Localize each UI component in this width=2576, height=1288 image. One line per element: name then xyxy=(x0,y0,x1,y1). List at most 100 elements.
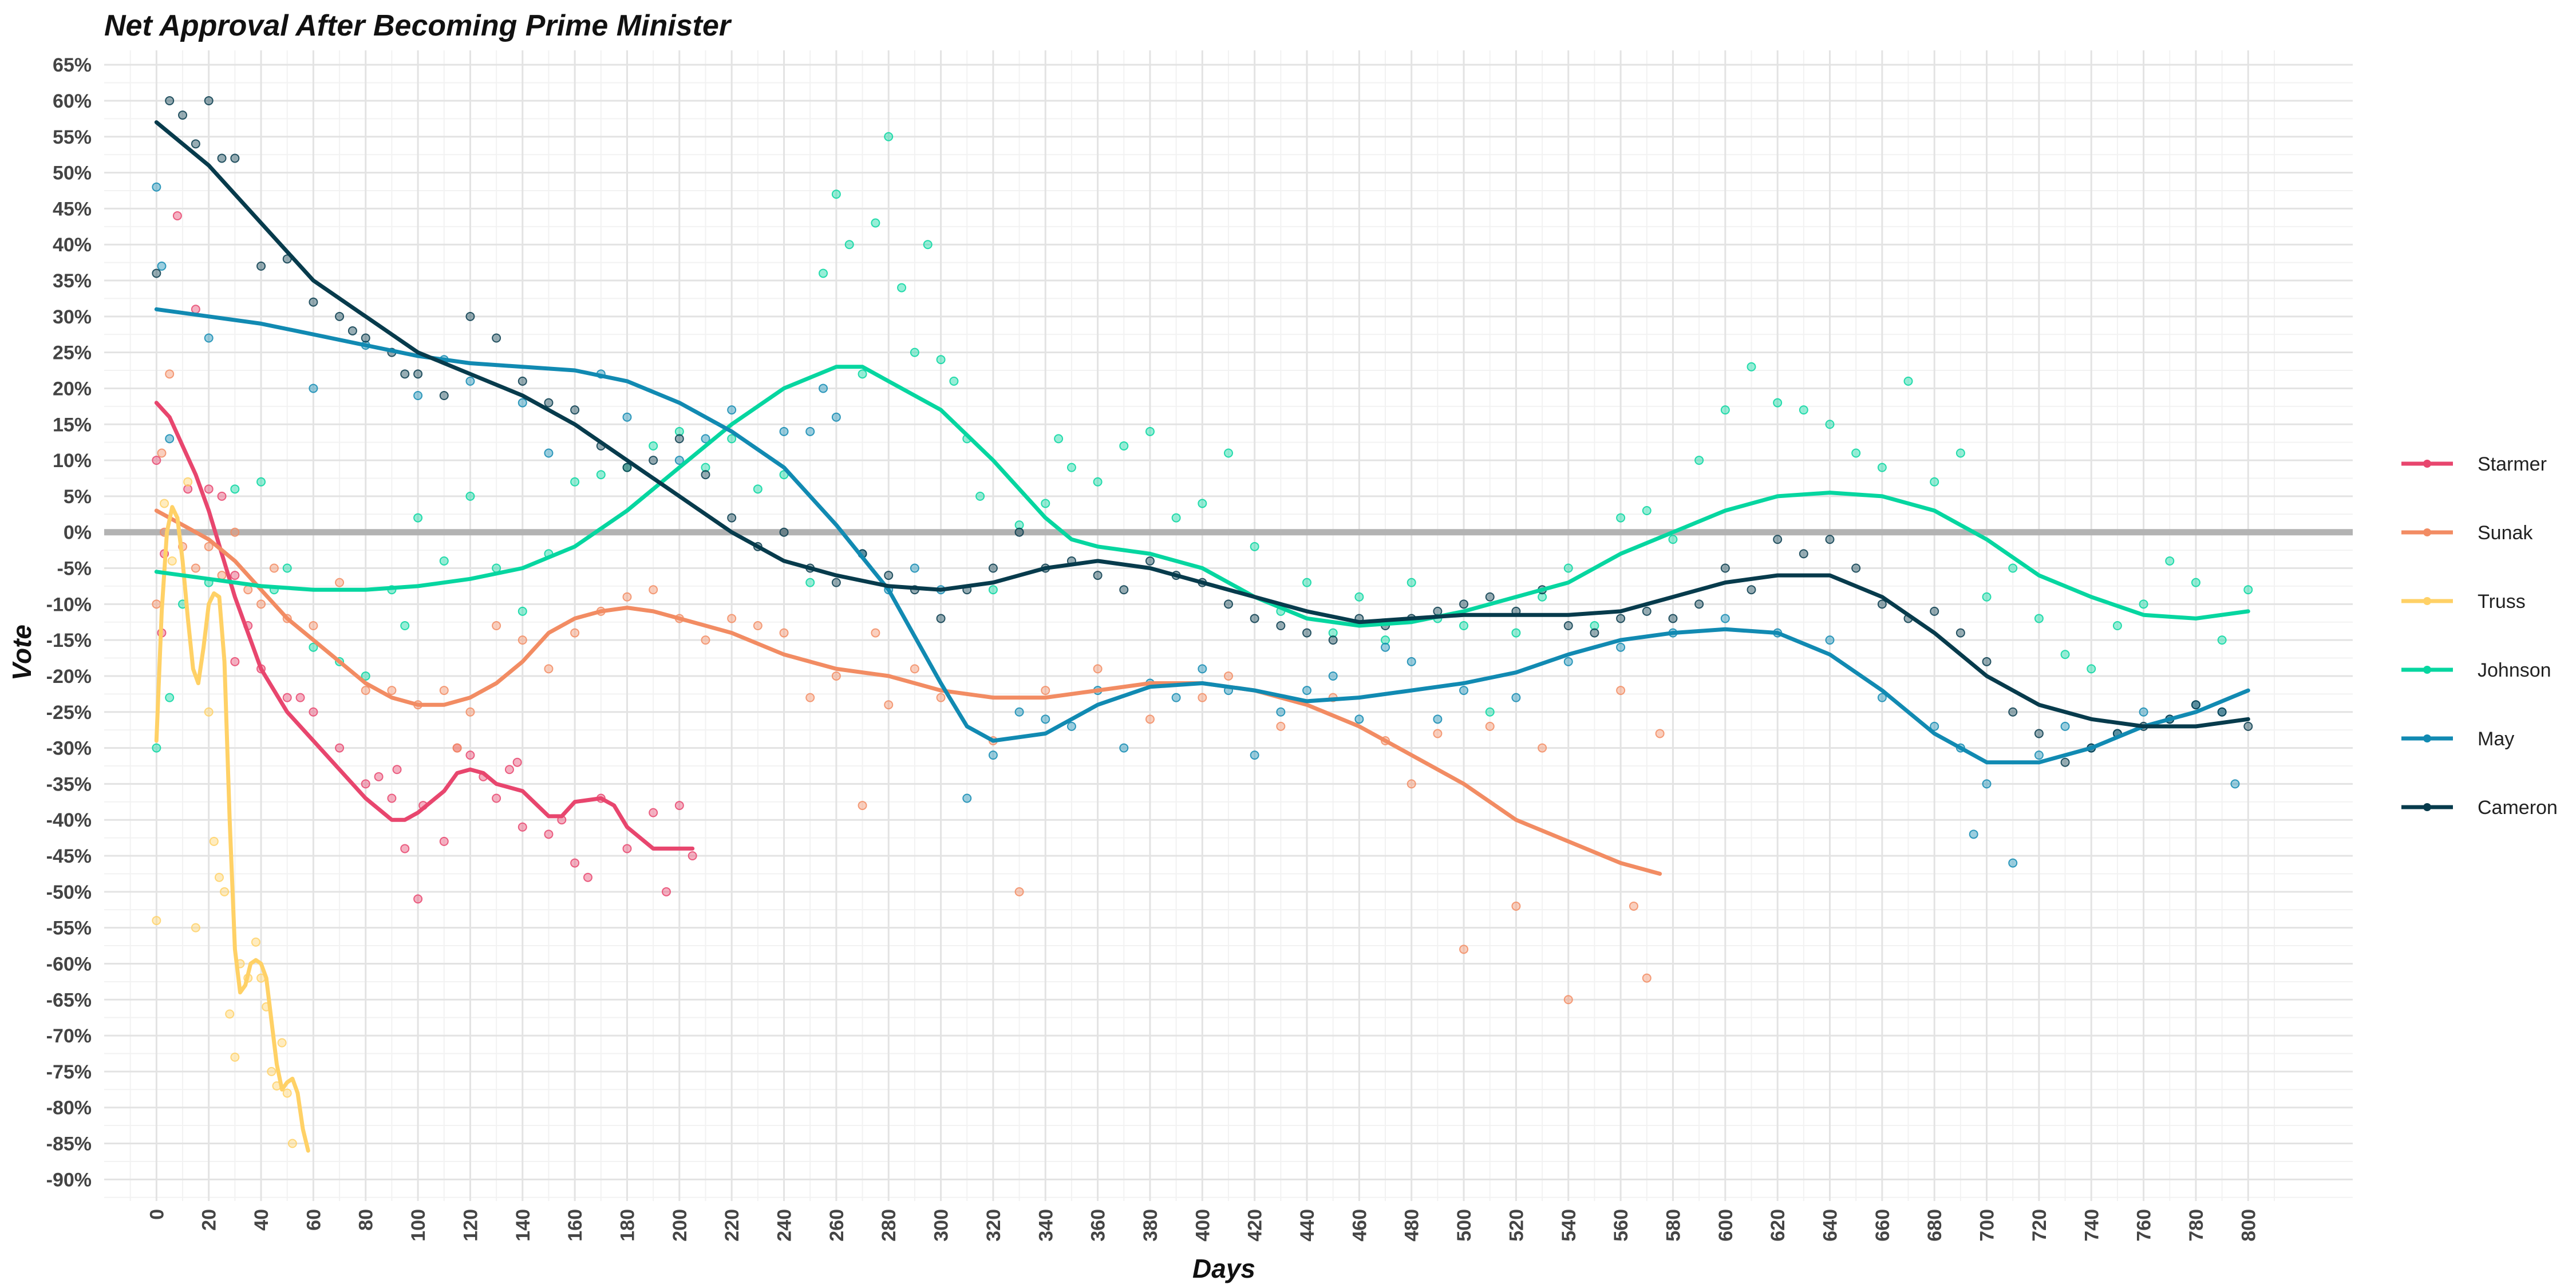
point-johnson xyxy=(2034,614,2044,623)
point-cameron xyxy=(256,261,266,271)
point-may xyxy=(727,405,737,415)
point-sunak xyxy=(452,743,462,753)
legend-label-may: May xyxy=(2478,728,2514,750)
point-sunak xyxy=(269,563,279,573)
point-may xyxy=(1969,829,1978,839)
point-cameron xyxy=(1930,606,1939,616)
legend-label-sunak: Sunak xyxy=(2478,522,2533,544)
point-cameron xyxy=(831,578,841,587)
point-johnson xyxy=(674,426,684,436)
point-cameron xyxy=(544,398,554,408)
point-cameron xyxy=(674,434,684,444)
point-johnson xyxy=(1198,499,1207,508)
point-johnson xyxy=(517,606,527,616)
point-johnson xyxy=(2008,563,2018,573)
y-tick-label: -20% xyxy=(46,666,92,688)
point-may xyxy=(1616,642,1626,652)
point-johnson xyxy=(1224,448,1233,458)
point-starmer xyxy=(674,801,684,811)
point-sunak xyxy=(1276,721,1286,731)
point-truss xyxy=(160,499,169,508)
point-sunak xyxy=(1406,779,1416,789)
point-cameron xyxy=(439,391,449,400)
x-tick-label: 300 xyxy=(931,1209,953,1242)
legend-label-cameron: Cameron xyxy=(2478,797,2558,819)
point-johnson xyxy=(413,513,423,523)
point-johnson xyxy=(1014,520,1024,530)
point-sunak xyxy=(884,700,894,710)
point-may xyxy=(152,182,161,192)
point-sunak xyxy=(1459,945,1469,954)
point-johnson xyxy=(1250,542,1259,551)
point-may xyxy=(1302,686,1312,696)
point-starmer xyxy=(392,765,402,775)
point-johnson xyxy=(819,268,828,278)
y-tick-label: 65% xyxy=(53,54,92,76)
x-tick-label: 60 xyxy=(303,1209,325,1231)
point-may xyxy=(1982,779,1992,789)
point-cameron xyxy=(517,376,527,386)
y-tick-label: -25% xyxy=(46,702,92,724)
point-starmer xyxy=(583,872,592,882)
point-johnson xyxy=(805,578,815,587)
point-starmer xyxy=(465,750,475,760)
point-johnson xyxy=(361,671,370,681)
point-cameron xyxy=(727,513,737,523)
point-may xyxy=(1198,664,1207,674)
point-johnson xyxy=(897,283,907,293)
x-tick-label: 620 xyxy=(1767,1209,1789,1242)
x-tick-label: 360 xyxy=(1088,1209,1109,1242)
point-may xyxy=(2230,779,2240,789)
point-may xyxy=(1066,721,1076,731)
point-starmer xyxy=(230,657,240,666)
point-starmer xyxy=(492,793,501,803)
point-may xyxy=(413,391,423,400)
point-johnson xyxy=(1381,635,1390,645)
point-cameron xyxy=(465,311,475,321)
y-tick-label: 10% xyxy=(53,450,92,472)
point-truss xyxy=(220,887,230,896)
point-johnson xyxy=(649,441,658,451)
y-tick-label: -90% xyxy=(46,1169,92,1191)
point-johnson xyxy=(256,477,266,487)
point-may xyxy=(157,261,167,271)
point-may xyxy=(1930,721,1939,731)
point-may xyxy=(2139,707,2148,717)
point-truss xyxy=(167,556,177,566)
point-cameron xyxy=(204,96,214,105)
point-johnson xyxy=(570,477,580,487)
point-johnson xyxy=(1066,463,1076,472)
point-johnson xyxy=(753,484,762,494)
x-tick-label: 120 xyxy=(460,1209,481,1242)
x-tick-label: 420 xyxy=(1244,1209,1266,1242)
x-tick-label: 400 xyxy=(1192,1209,1214,1242)
point-cameron xyxy=(1851,563,1861,573)
point-sunak xyxy=(1198,693,1207,702)
point-sunak xyxy=(1655,729,1665,738)
point-sunak xyxy=(910,664,919,674)
point-cameron xyxy=(1093,571,1103,580)
point-johnson xyxy=(1563,563,1573,573)
y-tick-label: 35% xyxy=(53,270,92,292)
y-tick-label: -50% xyxy=(46,882,92,903)
y-tick-label: -15% xyxy=(46,630,92,651)
point-johnson xyxy=(1485,707,1495,717)
point-may xyxy=(819,384,828,393)
point-johnson xyxy=(1616,513,1626,523)
point-starmer xyxy=(688,851,697,860)
point-sunak xyxy=(1014,887,1024,896)
point-starmer xyxy=(504,765,514,775)
point-cameron xyxy=(779,527,789,537)
point-truss xyxy=(230,1052,240,1062)
point-cameron xyxy=(570,405,580,415)
point-johnson xyxy=(1171,513,1181,523)
y-tick-label: -40% xyxy=(46,809,92,831)
legend: Starmer Sunak Truss Johnson May Cameron xyxy=(2401,453,2558,819)
point-johnson xyxy=(1145,426,1155,436)
point-sunak xyxy=(492,621,501,630)
point-sunak xyxy=(243,585,253,595)
point-starmer xyxy=(439,836,449,846)
point-johnson xyxy=(1747,362,1756,372)
x-tick-label: 780 xyxy=(2186,1209,2207,1242)
point-cameron xyxy=(1328,635,1338,645)
